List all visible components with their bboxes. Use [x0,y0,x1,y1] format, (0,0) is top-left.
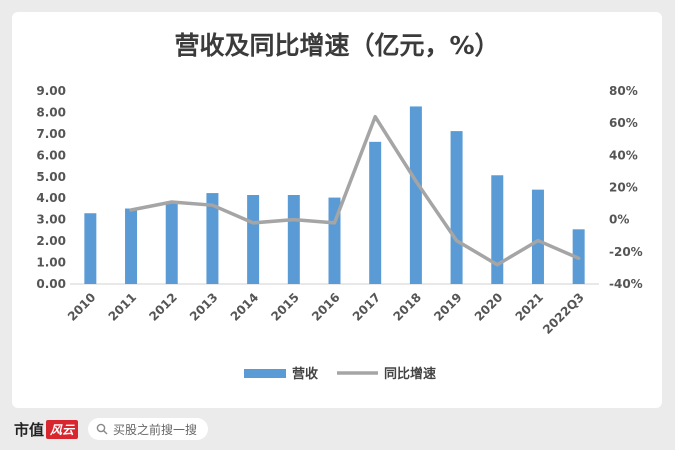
y-right-tick-label: 60% [609,116,638,130]
line-point-2012 [170,200,174,204]
line-point-2011 [129,208,133,212]
brand-seal: 风云 [46,419,79,439]
x-tick-label: 2018 [390,290,424,324]
bar-2010 [84,213,97,284]
search-icon [96,423,108,435]
line-point-2017 [373,115,377,119]
line-point-2021 [536,239,540,243]
x-tick-label: 2010 [65,290,99,324]
y-left-tick-label: 8.00 [36,105,66,119]
bar-2012 [165,201,178,284]
chart-svg: 营收及同比增速（亿元，%） 0.00 1.00 2.00 3.00 4.00 5.00 6.0… [36,31,643,382]
bar-2013 [206,193,219,284]
line-point-2016 [333,221,336,225]
chart-title: 营收及同比增速（亿元，%） [174,31,499,60]
y-left-tick-label: 3.00 [36,213,66,227]
line-point-2015 [292,218,296,222]
x-tick-label: 2021 [513,290,547,324]
bar-2020 [491,175,504,284]
y-left-tick-label: 6.00 [36,148,66,162]
search-text: 买股之前搜一搜 [113,422,198,437]
x-tick-label: 2017 [350,290,384,324]
y-right-tick-label: 0% [609,213,629,227]
x-tick-label: 2020 [472,290,506,324]
line-series-yoy [129,114,581,267]
x-tick-label: 2016 [309,290,343,324]
legend-label-bar: 营收 [292,366,319,382]
y-right-tick-label: 40% [609,148,638,162]
brand-name: 市值 [14,420,45,439]
y-right-tick-label: -20% [609,245,643,259]
line-point-2020 [495,263,499,267]
legend: 营收 同比增速 [244,366,436,382]
legend-swatch-bar [244,369,286,378]
chart-card: 营收及同比增速（亿元，%） 0.00 1.00 2.00 3.00 4.00 5.00 6.0… [12,12,662,408]
search-box[interactable]: 买股之前搜一搜 [88,418,209,440]
line-point-2014 [251,221,255,225]
y-right-tick-label: 80% [609,84,638,98]
line-point-2013 [210,203,214,207]
y-right-tick-label: 20% [609,181,638,195]
y-left-tick-label: 0.00 [36,277,66,291]
bar-2017 [369,141,382,284]
line-point-2022Q3 [577,256,581,260]
bar-2014 [247,195,260,284]
y-right-tick-label: -40% [609,277,643,291]
x-tick-label: 2015 [268,290,302,324]
x-tick-label: 2013 [187,290,221,324]
line-point-2018 [414,179,418,183]
bar-2011 [125,208,138,284]
x-tick-label: 2022Q3 [540,290,587,337]
x-tick-label: 2012 [146,290,180,324]
y-left-tick-label: 5.00 [36,170,66,184]
bar-2015 [287,195,300,284]
legend-label-line: 同比增速 [384,366,436,382]
bar-2021 [531,189,544,284]
y-left-tick-label: 2.00 [36,234,66,248]
bar-2019 [450,131,463,284]
x-tick-label: 2014 [228,290,262,324]
line-point-2019 [455,239,459,243]
y-left-tick-label: 4.00 [36,191,66,205]
y-left-tick-label: 9.00 [36,84,66,98]
y-left-tick-label: 7.00 [36,127,66,141]
brand-logo: 市值 风云 [14,419,79,440]
x-tick-label: 2019 [431,290,465,324]
x-tick-label: 2011 [106,290,140,324]
bar-2018 [409,106,422,284]
footer-bar: 市值 风云 买股之前搜一搜 [14,417,209,441]
y-left-tick-label: 1.00 [36,256,66,270]
